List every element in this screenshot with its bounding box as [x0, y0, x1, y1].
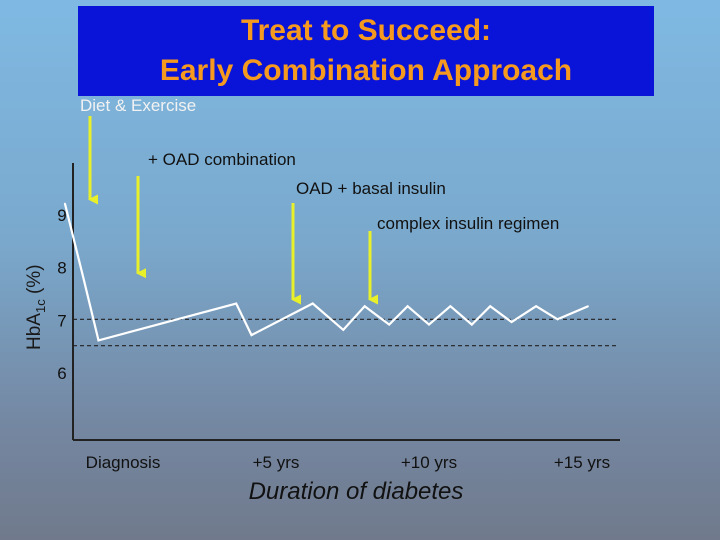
y-axis-label-unit: (%) [24, 264, 45, 299]
y-tick-label-7: 7 [57, 311, 66, 330]
y-tick-label-6: 6 [57, 364, 66, 383]
data-point-9 [406, 305, 409, 307]
data-point-15 [535, 305, 537, 307]
data-point-4 [250, 334, 253, 336]
y-axis-label-main: HbA [24, 313, 45, 350]
data-point-3 [235, 302, 238, 305]
x-tick-label-1: +5 yrs [253, 453, 300, 472]
data-point-6 [342, 329, 345, 331]
y-axis-label-sub: 1c [33, 299, 48, 313]
data-point-1 [82, 276, 85, 279]
annotation-label-0: Diet & Exercise [80, 96, 196, 115]
x-tick-label-2: +10 yrs [401, 453, 457, 472]
data-point-2 [97, 339, 100, 342]
annotation-label-2: OAD + basal insulin [296, 179, 446, 198]
data-point-7 [363, 305, 366, 307]
data-point-14 [510, 321, 513, 323]
annotation-label-1: + OAD combination [148, 150, 296, 169]
y-axis-label: HbA1c (%) [24, 264, 48, 350]
data-point-17 [587, 305, 589, 307]
y-tick-label-9: 9 [57, 206, 66, 225]
data-point-5 [311, 302, 314, 305]
title-line-1: Treat to Succeed: [240, 14, 492, 47]
annotation-label-3: complex insulin regimen [377, 214, 559, 233]
data-point-16 [556, 318, 559, 321]
data-point-11 [449, 305, 452, 307]
data-point-8 [388, 323, 391, 326]
data-point-13 [489, 305, 492, 307]
data-point-10 [428, 323, 430, 326]
y-tick-label-8: 8 [57, 259, 66, 278]
x-tick-label-3: +15 yrs [554, 453, 610, 472]
data-point-12 [471, 323, 473, 326]
data-point-0 [64, 202, 66, 205]
x-tick-label-0: Diagnosis [86, 453, 161, 472]
title-box: Treat to Succeed: Early Combination Appr… [78, 6, 654, 96]
x-axis-label: Duration of diabetes [249, 478, 464, 505]
hba1c-series-line [63, 203, 589, 342]
title-line-2: Early Combination Approach [159, 54, 573, 87]
